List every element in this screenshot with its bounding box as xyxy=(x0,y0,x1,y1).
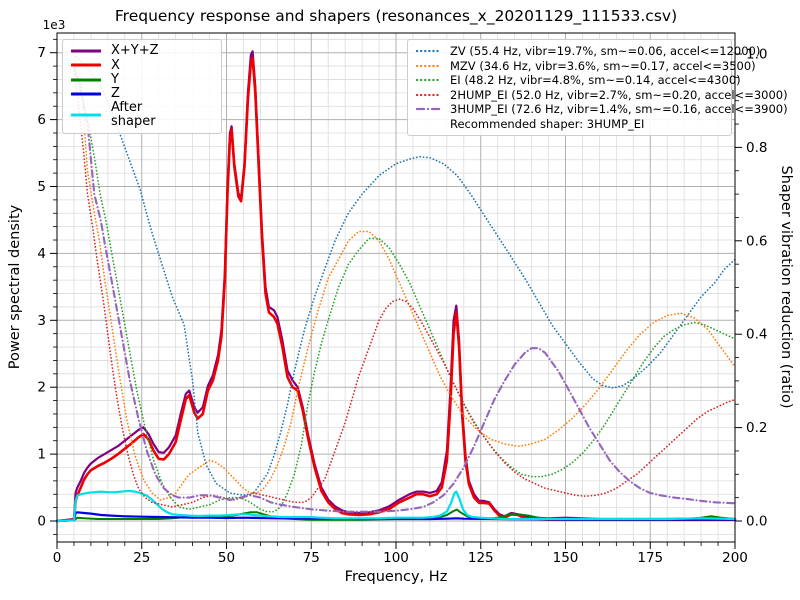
after-shaper-line-swatch xyxy=(70,110,102,120)
mzv-line-swatch xyxy=(415,61,443,71)
x-tick-label: 25 xyxy=(133,550,150,566)
y-left-tick-label: 3 xyxy=(37,313,46,329)
x-tick-label: 50 xyxy=(218,550,235,566)
y-left-axis-label: Power spectral density xyxy=(7,204,23,369)
series-xyz xyxy=(55,50,737,523)
z-line-swatch xyxy=(70,89,102,99)
legend-item-z: Z xyxy=(70,86,213,102)
3hump-ei-line-swatch xyxy=(415,104,443,114)
zv-line-swatch xyxy=(415,46,443,56)
xyz-line-swatch xyxy=(70,46,102,56)
legend-label: Y xyxy=(111,71,119,87)
legend-label: X+Y+Z xyxy=(111,43,159,59)
empty-swatch xyxy=(416,119,442,129)
y-right-tick-label: 0.4 xyxy=(746,327,767,343)
legend-item-after-shaper: After shaper xyxy=(70,100,213,130)
legend-item-ei: EI (48.2 Hz, vibr=4.8%, sm~=0.14, accel<… xyxy=(415,74,741,86)
legend-item-mzv: MZV (34.6 Hz, vibr=3.6%, sm~=0.17, accel… xyxy=(415,60,756,72)
2hump-ei-line-swatch xyxy=(415,90,443,100)
y-right-tick-label: 0.6 xyxy=(746,233,767,249)
y-left-tick-label: 7 xyxy=(37,45,46,61)
x-tick-label: 100 xyxy=(383,550,409,566)
x-axis-label: Frequency, Hz xyxy=(345,569,448,585)
y-left-tick-label: 6 xyxy=(37,112,46,128)
legend-label: X xyxy=(111,57,120,73)
x-tick-label: 125 xyxy=(468,550,494,566)
tick-labels: 0 25 50 75 100 125 150 175 200 0 1 2 3 4 5 6 7 0.0 0.2 0.4 0… xyxy=(37,45,767,566)
legend-label: After shaper xyxy=(111,100,156,130)
legend-label: 2HUMP_EI (52.0 Hz, vibr=2.7%, sm~=0.20, … xyxy=(450,87,788,102)
x-tick-label: 200 xyxy=(722,550,748,566)
legend-psd: X+Y+Z X Y Z After shaper xyxy=(62,39,222,134)
y-line-swatch xyxy=(70,75,102,85)
series-zv xyxy=(73,53,736,497)
y-right-tick-label: 0.0 xyxy=(746,514,767,530)
series-hump2 xyxy=(73,67,736,508)
chart-title: Frequency response and shapers (resonanc… xyxy=(115,7,677,26)
legend-item-3hump-ei: 3HUMP_EI (72.6 Hz, vibr=1.4%, sm~=0.16, … xyxy=(415,103,788,115)
legend-item-xyz: X+Y+Z xyxy=(70,43,213,59)
y-right-tick-label: 0.8 xyxy=(746,140,767,156)
x-tick-label: 175 xyxy=(637,550,663,566)
y-right-tick-label: 1.0 xyxy=(746,47,767,63)
legend-label: MZV (34.6 Hz, vibr=3.6%, sm~=0.17, accel… xyxy=(450,58,756,73)
legend-label: Z xyxy=(111,86,120,102)
x-line-swatch xyxy=(70,60,102,70)
x-tick-label: 75 xyxy=(303,550,320,566)
legend-recommended-note: Recommended shaper: 3HUMP_EI xyxy=(416,118,723,130)
y-axis-offset-text: 1e3 xyxy=(43,18,66,32)
series-lines xyxy=(55,50,737,523)
series-ei xyxy=(73,67,736,513)
tick-marks xyxy=(50,38,742,549)
legend-label: EI (48.2 Hz, vibr=4.8%, sm~=0.14, accel<… xyxy=(450,73,741,88)
legend-item-2hump-ei: 2HUMP_EI (52.0 Hz, vibr=2.7%, sm~=0.20, … xyxy=(415,89,788,101)
legend-item-y: Y xyxy=(70,71,213,87)
legend-label: 3HUMP_EI (72.6 Hz, vibr=1.4%, sm~=0.16, … xyxy=(450,102,788,117)
series-after xyxy=(55,489,737,523)
legend-label: ZV (55.4 Hz, vibr=19.7%, sm~=0.06, accel… xyxy=(450,44,761,59)
y-left-tick-label: 5 xyxy=(37,179,46,195)
series-mzv xyxy=(73,53,736,501)
x-tick-label: 150 xyxy=(553,550,579,566)
legend-item-x: X xyxy=(70,57,213,73)
y-left-tick-label: 0 xyxy=(37,514,46,530)
y-right-tick-label: 0.2 xyxy=(746,420,767,436)
series-x xyxy=(55,56,737,523)
x-tick-label: 0 xyxy=(53,550,62,566)
ei-line-swatch xyxy=(415,75,443,85)
legend-label: Recommended shaper: 3HUMP_EI xyxy=(450,116,645,131)
legend-shapers: ZV (55.4 Hz, vibr=19.7%, sm~=0.06, accel… xyxy=(407,39,788,136)
legend-item-zv: ZV (55.4 Hz, vibr=19.7%, sm~=0.06, accel… xyxy=(415,45,760,57)
y-left-tick-label: 2 xyxy=(37,380,46,396)
y-right-axis-label: Shaper vibration reduction (ratio) xyxy=(778,165,794,408)
y-left-tick-label: 1 xyxy=(37,447,46,463)
series-hump3 xyxy=(72,62,737,513)
y-left-tick-label: 4 xyxy=(37,246,46,262)
